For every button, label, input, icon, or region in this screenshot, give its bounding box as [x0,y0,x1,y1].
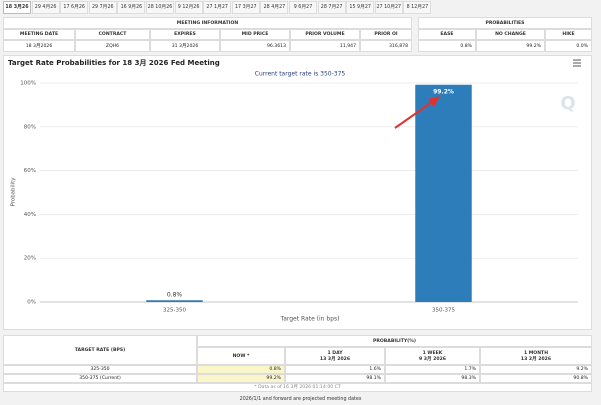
bar [415,84,472,302]
annotation-arrow [394,96,440,129]
meeting-tab[interactable]: 29 4月26 [31,1,60,14]
meeting-tab[interactable]: 16 9月26 [117,1,146,14]
y-axis-title: Probability [11,177,17,207]
header-label: 1 WEEK [422,350,443,356]
table-cell: 18 3月2026 [3,40,75,52]
column-header: PRIOR VOLUME [290,29,360,40]
data-label: 0.8% [167,292,183,299]
plot: 0% 20% 40% 60% 80% 100% 325-350 0.8% 350-375 99.2… [20,81,578,314]
table-cell: 350-375 (Current) [3,374,197,383]
chart-panel [3,55,592,330]
table-cell: ZQH6 [75,40,150,52]
table-cell: 0.8% [418,40,476,52]
y-tick-label: 0% [27,300,36,306]
y-tick-label: 80% [24,124,36,130]
chart: Target Rate Probabilities for 18 3月 2026… [8,59,581,323]
table-cell: 0.8% [197,365,285,374]
column-header: NOW * [197,347,285,365]
table-cell: 99.2% [197,374,285,383]
y-tick-label: 40% [24,212,36,218]
meeting-tab[interactable]: 8 12月27 [403,1,432,14]
meeting-tab[interactable]: 27 10月27 [374,1,403,14]
data-label: 99.2% [433,88,454,95]
y-tick-label: 60% [24,168,36,174]
table-cell: 11,947 [290,40,360,52]
table-cell: 90.8% [480,374,592,383]
meeting-tab[interactable]: 9 12月26 [174,1,203,14]
header-date: 13 3月 2026 [319,356,351,362]
column-header: EASE [418,29,476,40]
header-date: 13 2月 2026 [520,356,552,362]
column-header: NO CHANGE [476,29,545,40]
table-cell: 1.7% [385,365,480,374]
chart-title: Target Rate Probabilities for 18 3月 2026… [8,59,220,67]
chart-subtitle: Current target rate is 350-375 [255,71,346,78]
meeting-tab[interactable]: 29 7月26 [88,1,117,14]
column-header: HIKE [545,29,592,40]
table-cell: 98.1% [285,374,385,383]
table-cell: 316,878 [360,40,412,52]
meeting-tab[interactable]: 28 4月27 [260,1,289,14]
bar [146,300,203,302]
meeting-tab[interactable]: 28 10月26 [146,1,174,14]
column-header: 1 DAY 13 3月 2026 [285,347,385,365]
column-header: CONTRACT [75,29,150,40]
x-axis-title: Target Rate (in bps) [280,316,340,323]
header-label: NOW * [232,353,250,359]
table-cell: 99.2% [476,40,545,52]
column-header: 1 MONTH 13 2月 2026 [480,347,592,365]
header-date: 9 3月 2026 [419,356,446,362]
table-note: * Data as of 16 3月 2026 01:14:00 CT [3,383,592,392]
table-cell: 325-350 [3,365,197,374]
meeting-tab[interactable]: 17 6月26 [60,1,89,14]
x-tick-label: 325-350 [163,308,186,314]
y-tick-label: 100% [20,81,36,87]
meeting-tab[interactable]: 15 9月27 [346,1,375,14]
y-tick-label: 20% [24,256,36,262]
column-header: MID PRICE [220,29,290,40]
header-label: 1 MONTH [523,350,549,356]
table-cell: 9.2% [480,365,592,374]
logo: Q [560,93,575,114]
column-header: PROBABILITY(%) [197,335,592,347]
meeting-tab[interactable]: 9 6月27 [289,1,317,14]
section-title: MEETING INFORMATION [3,17,412,29]
meeting-tab[interactable]: 17 3月27 [231,1,260,14]
section-title: PROBABILITIES [418,17,592,29]
column-header: TARGET RATE (BPS) [3,335,197,365]
menu-icon[interactable] [573,59,581,67]
table-cell: 1.6% [285,365,385,374]
column-header: MEETING DATE [3,29,75,40]
meeting-tab[interactable]: 18 3月26 [3,1,31,14]
arrow-line [394,101,433,129]
table-cell: 31 3月2026 [150,40,220,52]
footer-note: 2026/1/1 and forward are projected meeti… [239,397,362,402]
x-tick-label: 350-375 [432,308,455,314]
header-label: 1 DAY [327,350,343,356]
table-cell: 98.3% [385,374,480,383]
meeting-tab[interactable]: 28 7月27 [317,1,346,14]
arrow-head [428,96,440,107]
column-header: EXPIRES [150,29,220,40]
column-header: 1 WEEK 9 3月 2026 [385,347,480,365]
table-cell: 96.3613 [220,40,290,52]
column-header: PRIOR OI [360,29,412,40]
table-cell: 0.0% [545,40,592,52]
meeting-tab[interactable]: 27 1月27 [203,1,232,14]
